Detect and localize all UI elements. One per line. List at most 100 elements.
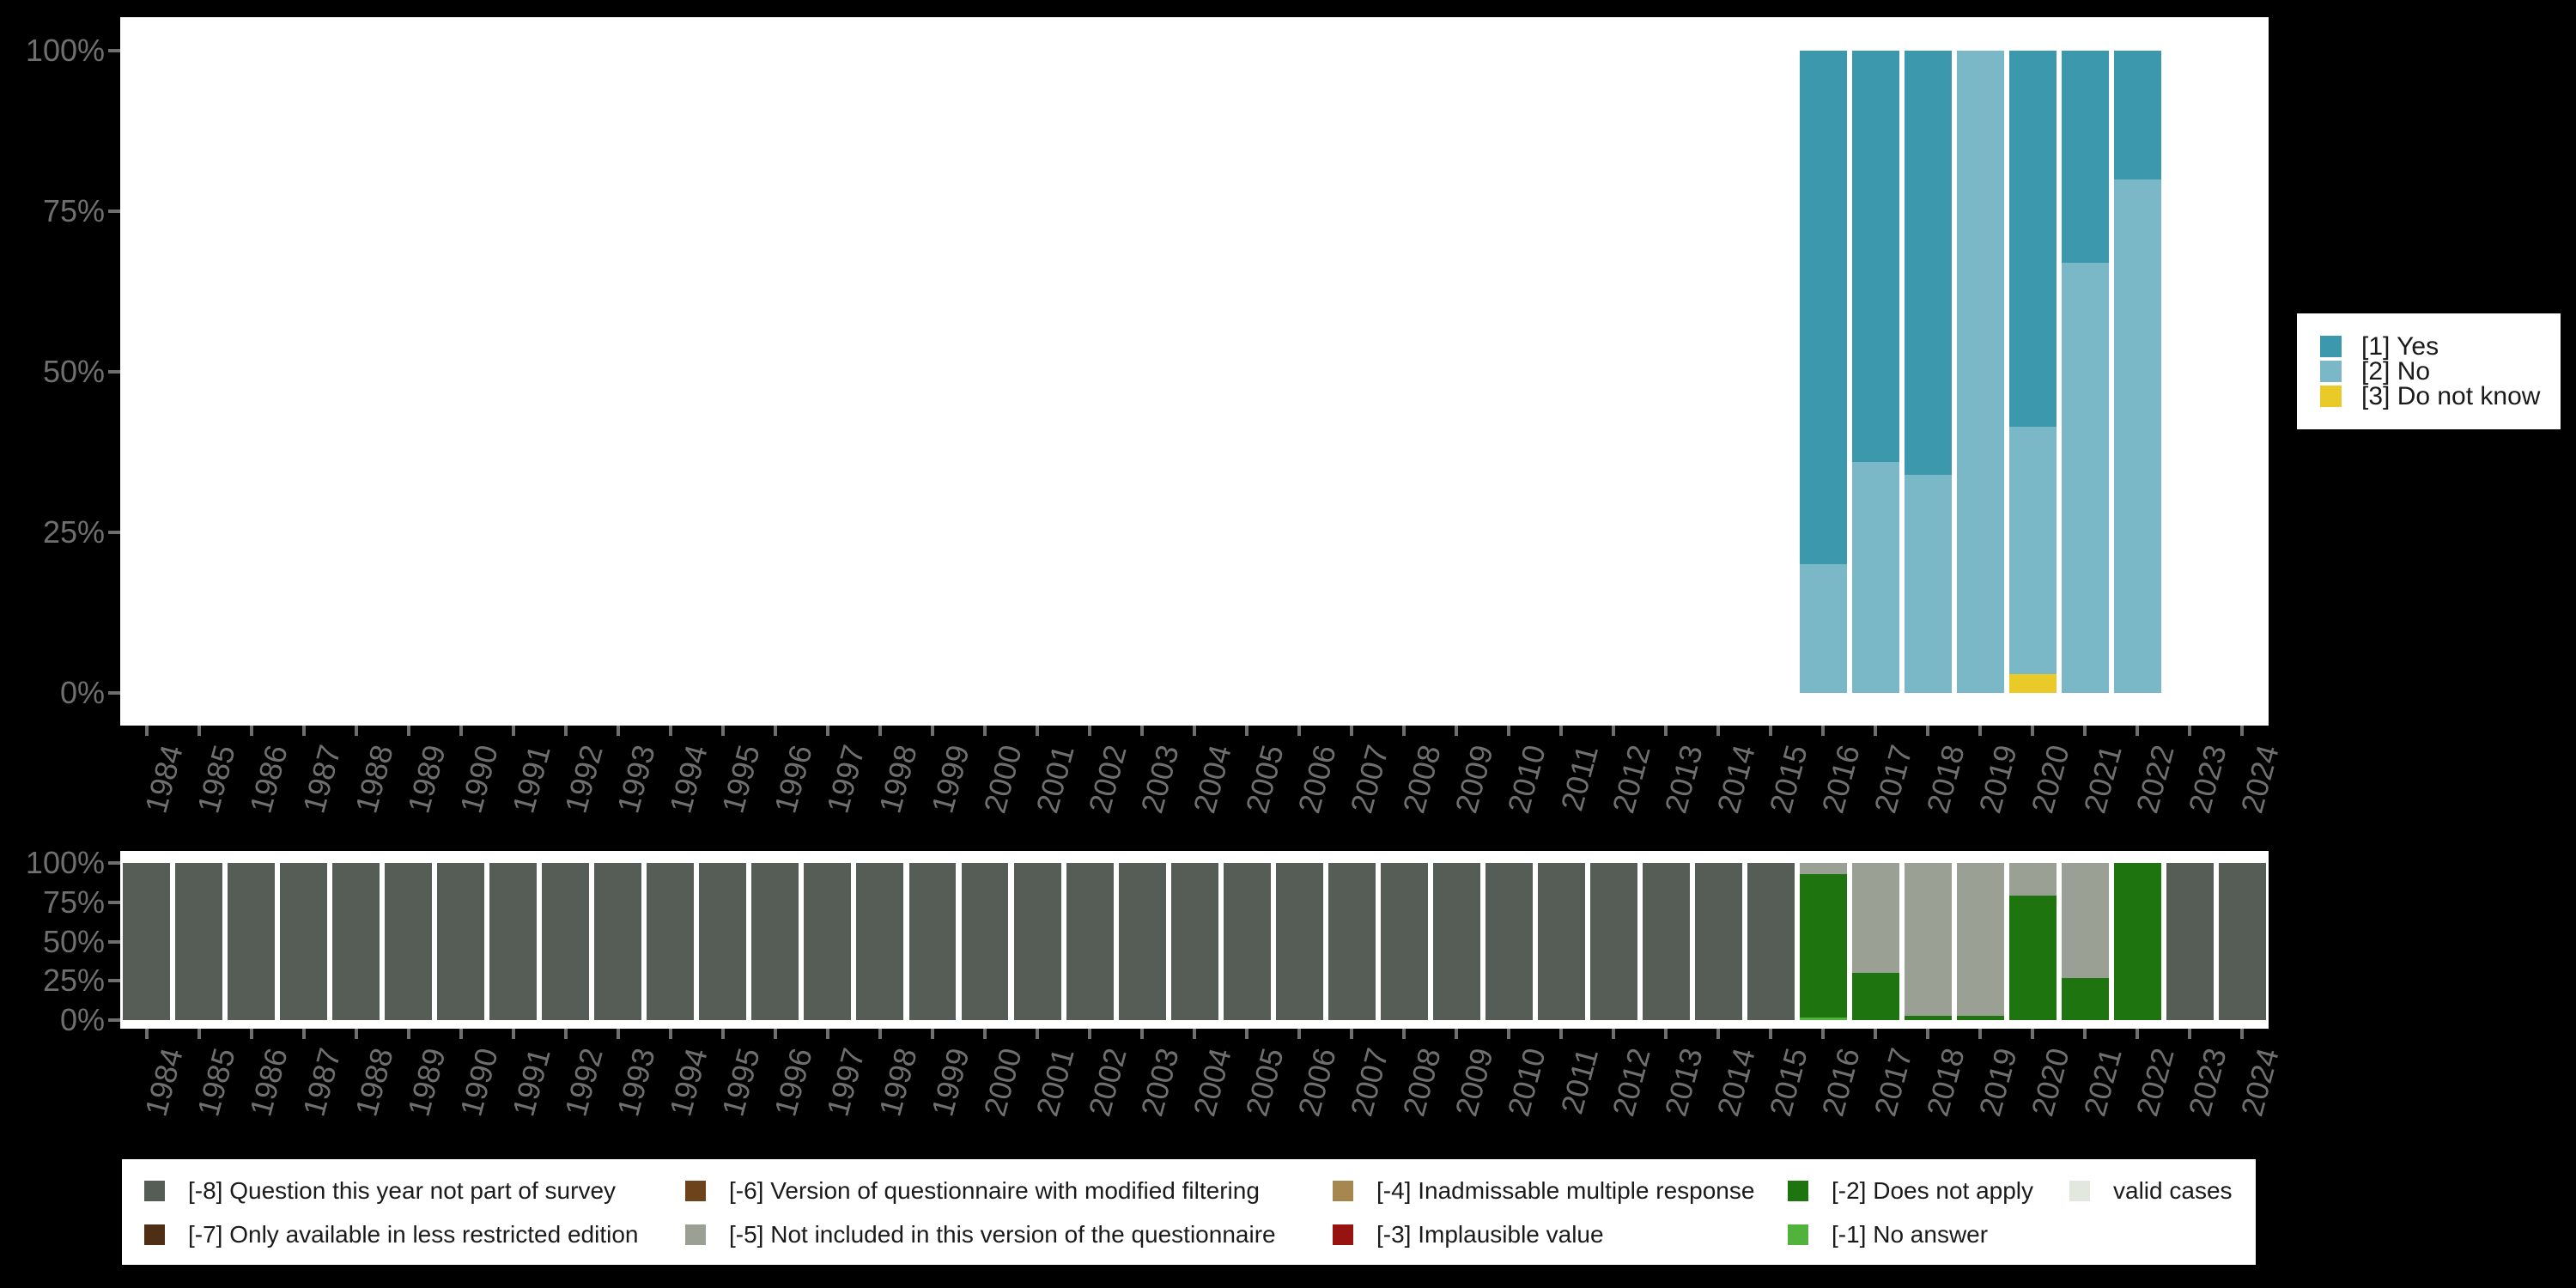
- x-axis-tick: [2083, 1029, 2087, 1039]
- legend-label-m2: [-2] Does not apply: [1832, 1177, 2034, 1204]
- x-axis-tick: [1716, 726, 1721, 736]
- bar-segment-no: [1957, 51, 2005, 693]
- responses-bar-zone: [120, 51, 2269, 693]
- bar-segment-no: [2062, 262, 2110, 693]
- bar-2017: [1852, 51, 1899, 693]
- bar-slot-1996: [749, 51, 801, 693]
- bar-segment-m8: [751, 863, 799, 1020]
- response-legend: [1] Yes [2] No [3] Do not know: [2297, 313, 2561, 429]
- bar-segment-yes: [1852, 51, 1899, 462]
- legend-item-valid: valid cases: [2069, 1179, 2233, 1203]
- bar-segment-m8: [332, 863, 380, 1020]
- legend-swatch-yes: [2320, 336, 2342, 357]
- x-axis-tick: [1402, 726, 1406, 736]
- x-axis-label: 1995: [714, 741, 767, 817]
- bar-slot-2008: [1378, 863, 1431, 1020]
- x-axis-label: 2010: [1500, 741, 1552, 817]
- bar-slot-2024: [2216, 863, 2269, 1020]
- bar-segment-m8: [228, 863, 276, 1020]
- bar-2015: [1747, 863, 1795, 1020]
- x-axis-tick: [878, 1029, 882, 1039]
- bar-segment-m8: [1694, 863, 1742, 1020]
- legend-item-no: [2] No: [2320, 359, 2561, 385]
- legend-item-yes: [1] Yes: [2320, 334, 2561, 360]
- x-axis-label: 2015: [1762, 741, 1814, 817]
- bar-segment-m8: [1118, 863, 1166, 1020]
- bar-1993: [594, 863, 642, 1020]
- bar-slot-2021: [2059, 863, 2111, 1020]
- bar-1988: [332, 863, 380, 1020]
- bar-segment-m5: [1905, 863, 1953, 1017]
- x-axis-label: 1994: [662, 1044, 714, 1121]
- x-axis-label: 2005: [1238, 741, 1291, 817]
- bar-segment-m2: [1852, 973, 1899, 1020]
- y-axis-tick: [108, 1018, 120, 1022]
- bar-slot-2003: [1116, 51, 1169, 693]
- bar-segment-m2: [1905, 1016, 1953, 1020]
- x-axis-tick: [1297, 726, 1302, 736]
- legend-item-m2: [-2] Does not apply: [1788, 1177, 2034, 1204]
- legend-item-m1: [-1] No answer: [1788, 1223, 1988, 1247]
- bar-slot-1986: [225, 51, 277, 693]
- x-axis-label: 2006: [1291, 741, 1343, 817]
- x-axis-tick: [144, 1029, 149, 1039]
- y-axis-label: 50%: [42, 923, 105, 959]
- x-axis-label: 1986: [242, 1044, 295, 1121]
- x-axis-tick: [1926, 726, 1930, 736]
- bar-1990: [437, 863, 485, 1020]
- x-axis-label: 1999: [924, 1044, 976, 1121]
- bar-2020: [2009, 51, 2057, 693]
- bar-segment-dk: [2009, 673, 2057, 693]
- x-axis-label: 1996: [767, 1044, 819, 1121]
- bar-slot-2017: [1850, 863, 1902, 1020]
- bar-slot-2002: [1064, 863, 1116, 1020]
- legend-item-m5: [-5] Not included in this version of the…: [685, 1223, 1276, 1247]
- bar-slot-2001: [1012, 863, 1064, 1020]
- x-axis-tick: [406, 1029, 410, 1039]
- x-axis-tick: [878, 726, 882, 736]
- bar-slot-2014: [1692, 863, 1745, 1020]
- bar-segment-yes: [2062, 51, 2110, 263]
- x-axis-label: 2007: [1343, 1044, 1395, 1121]
- bar-segment-m8: [594, 863, 642, 1020]
- x-axis-tick: [1350, 726, 1354, 736]
- bar-1984: [123, 863, 170, 1020]
- x-axis-tick: [1350, 1029, 1354, 1039]
- x-axis-label: 1984: [137, 1044, 191, 1121]
- bar-slot-1999: [906, 863, 958, 1020]
- x-axis-label: 2012: [1605, 1044, 1657, 1121]
- x-axis-tick: [1559, 726, 1564, 736]
- legend-swatch-m2: [1788, 1181, 1808, 1201]
- bar-segment-m8: [280, 863, 328, 1020]
- x-axis-tick: [982, 726, 987, 736]
- bar-segment-m8: [908, 863, 957, 1020]
- x-axis-label: 2024: [2233, 1044, 2287, 1121]
- bar-slot-1987: [277, 51, 330, 693]
- legend-label-m6: [-6] Version of questionnaire with modif…: [729, 1177, 1260, 1204]
- x-axis-tick: [1874, 1029, 1878, 1039]
- bar-slot-1989: [382, 51, 434, 693]
- bar-2000: [961, 863, 1009, 1020]
- x-axis-tick: [2136, 1029, 2140, 1039]
- bar-2019: [1957, 863, 2005, 1020]
- bar-2016: [1800, 51, 1847, 693]
- y-axis-label: 25%: [42, 963, 105, 999]
- bar-slot-1985: [173, 863, 225, 1020]
- bar-1998: [856, 863, 904, 1020]
- bar-slot-2018: [1902, 51, 1954, 693]
- bar-2016: [1800, 863, 1847, 1020]
- bar-slot-1998: [854, 863, 906, 1020]
- bar-slot-1990: [434, 51, 487, 693]
- legend-label-dk: [3] Do not know: [2361, 382, 2541, 410]
- bar-slot-1995: [696, 51, 749, 693]
- y-axis-label: 100%: [25, 845, 105, 880]
- x-axis-label: 2012: [1605, 741, 1657, 817]
- x-axis-tick: [616, 1029, 620, 1039]
- bar-slot-1985: [173, 51, 225, 693]
- bar-slot-1988: [330, 863, 382, 1020]
- x-axis-label: 2021: [2076, 741, 2129, 817]
- bar-2019: [1957, 51, 2005, 693]
- x-axis-tick: [616, 726, 620, 736]
- x-axis-tick: [2083, 726, 2087, 736]
- legend-swatch-m4: [1333, 1181, 1353, 1201]
